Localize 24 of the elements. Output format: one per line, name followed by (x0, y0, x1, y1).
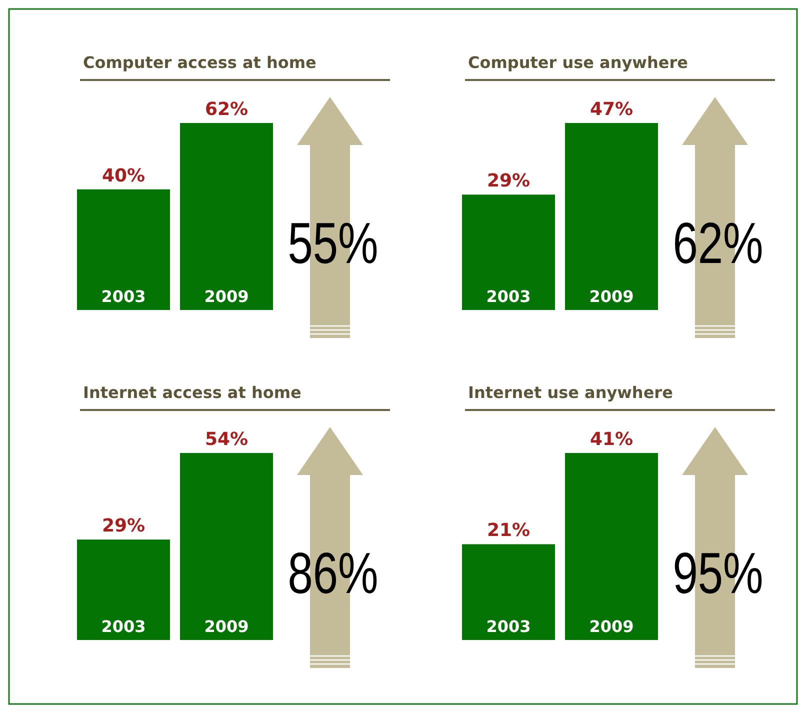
x-tick-label: 2009 (204, 287, 249, 306)
x-tick-label: 2003 (101, 617, 146, 636)
x-tick-label: 2009 (204, 617, 249, 636)
chart-title: Internet use anywhere (468, 383, 674, 402)
text: 86% (288, 542, 378, 606)
text: 95% (672, 542, 764, 606)
data-label: 29% (486, 170, 530, 192)
chart-title: Computer use anywhere (468, 53, 688, 72)
x-tick-label: 2003 (101, 287, 146, 306)
data-label: 54% (204, 429, 248, 450)
chart-title: Computer access at home (83, 53, 317, 72)
text: 62% (672, 212, 764, 276)
data-label: 41% (590, 429, 634, 450)
data-label: 21% (486, 520, 530, 542)
data-label: 29% (102, 516, 146, 537)
data-label: 47% (590, 99, 634, 120)
data-label: 40% (102, 165, 146, 186)
text: 55% (288, 212, 378, 276)
x-tick-label: 2003 (486, 287, 531, 306)
x-tick-label: 2003 (486, 617, 531, 636)
chart-title: Internet access at home (83, 383, 302, 402)
data-label: 62% (204, 99, 248, 120)
x-tick-label: 2009 (589, 617, 634, 636)
x-tick-label: 2009 (589, 287, 634, 306)
